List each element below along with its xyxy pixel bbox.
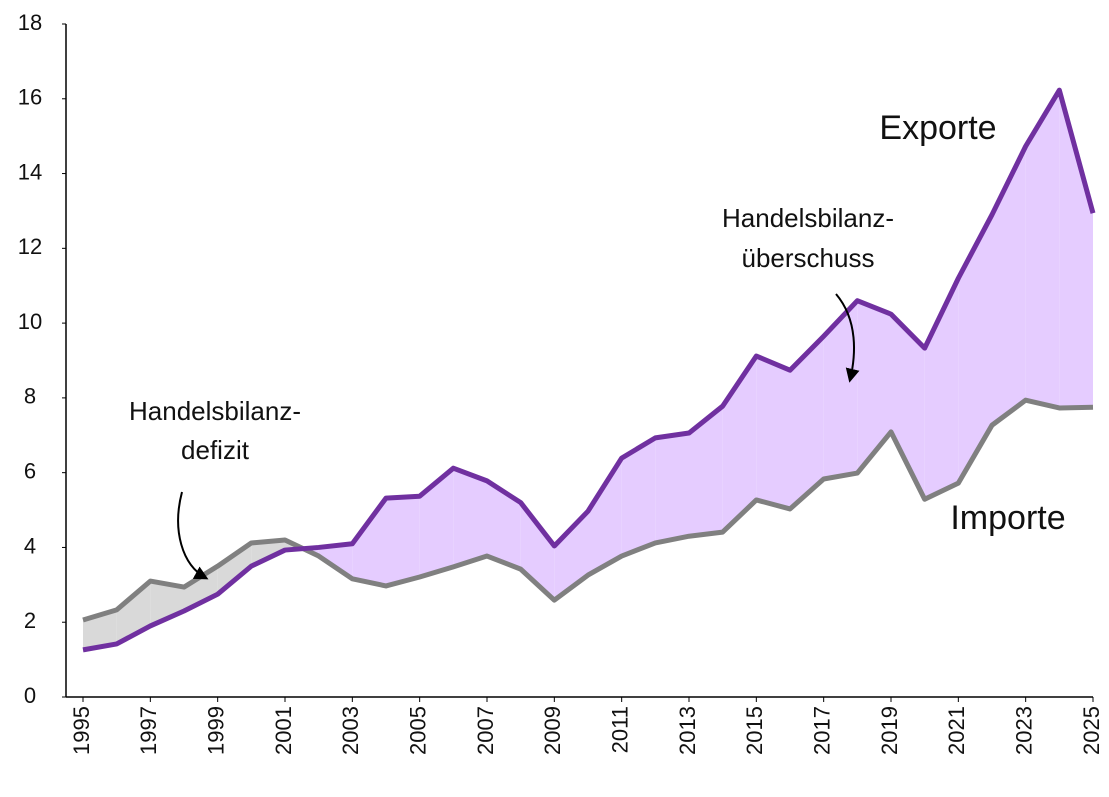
x-tick-label: 2011	[607, 706, 632, 753]
lines	[82, 87, 1096, 653]
area-fill	[554, 511, 588, 601]
y-tick-label: 4	[24, 533, 36, 558]
area-fill	[958, 214, 992, 484]
area-fill	[857, 300, 891, 474]
area-fill	[1025, 90, 1060, 408]
x-tick-label: 2001	[271, 706, 296, 755]
x-tick-label: 2019	[877, 706, 902, 755]
area-fill	[352, 498, 386, 586]
area-fill	[992, 146, 1026, 426]
area-fill	[217, 542, 252, 595]
x-tick-label: 2025	[1079, 706, 1104, 755]
fills	[83, 90, 1093, 650]
y-tick-label: 10	[18, 309, 42, 334]
x-tick-label: 1997	[136, 706, 161, 755]
y-tick-label: 8	[24, 384, 36, 409]
y-tick-label: 0	[24, 683, 36, 708]
y-tick-label: 18	[18, 10, 42, 35]
area-fill	[655, 433, 689, 543]
area-fill	[621, 437, 656, 557]
area-fill	[588, 458, 622, 576]
annotation: Handelsbilanz-	[722, 203, 894, 233]
x-tick-label: 2009	[540, 706, 565, 755]
arrow	[177, 491, 209, 580]
area-fill	[453, 468, 487, 567]
area-fill	[790, 336, 824, 509]
y-tick-label: 14	[18, 159, 42, 184]
annotation: defizit	[181, 435, 250, 465]
area-fill	[1059, 90, 1093, 408]
y-tick-label: 6	[24, 458, 36, 483]
x-tick-label: 1999	[203, 706, 228, 755]
y-tick-label: 2	[24, 608, 36, 633]
x-tick-label: 2003	[338, 706, 363, 755]
y-tick-label: 16	[18, 85, 42, 110]
area-fill	[318, 543, 353, 579]
x-tick-label: 2007	[473, 706, 498, 755]
area-fill	[419, 468, 454, 577]
series-label: Importe	[950, 499, 1065, 537]
area-fill	[689, 406, 723, 537]
area-fill	[823, 300, 858, 480]
series-label: Exporte	[879, 109, 996, 147]
x-tick-label: 2021	[944, 706, 969, 755]
x-tick-label: 2005	[405, 706, 430, 755]
x-tick-label: 2013	[675, 706, 700, 755]
x-tick-label: 2015	[742, 706, 767, 755]
series-line	[82, 87, 1096, 653]
x-tick-label: 2017	[809, 706, 834, 755]
annotation: Handelsbilanz-	[129, 396, 301, 426]
series-line	[82, 397, 1094, 623]
area-fill	[184, 566, 218, 612]
area-fill	[891, 314, 925, 500]
x-tick-label: 1995	[69, 706, 94, 755]
area-fill	[386, 496, 420, 586]
x-tick-label: 2023	[1011, 706, 1036, 755]
area-fill	[722, 356, 757, 533]
area-fill	[487, 480, 521, 570]
arrow	[835, 293, 860, 383]
y-tick-label: 12	[18, 234, 42, 259]
area-fill	[756, 356, 790, 509]
annotation: überschuss	[742, 243, 875, 273]
